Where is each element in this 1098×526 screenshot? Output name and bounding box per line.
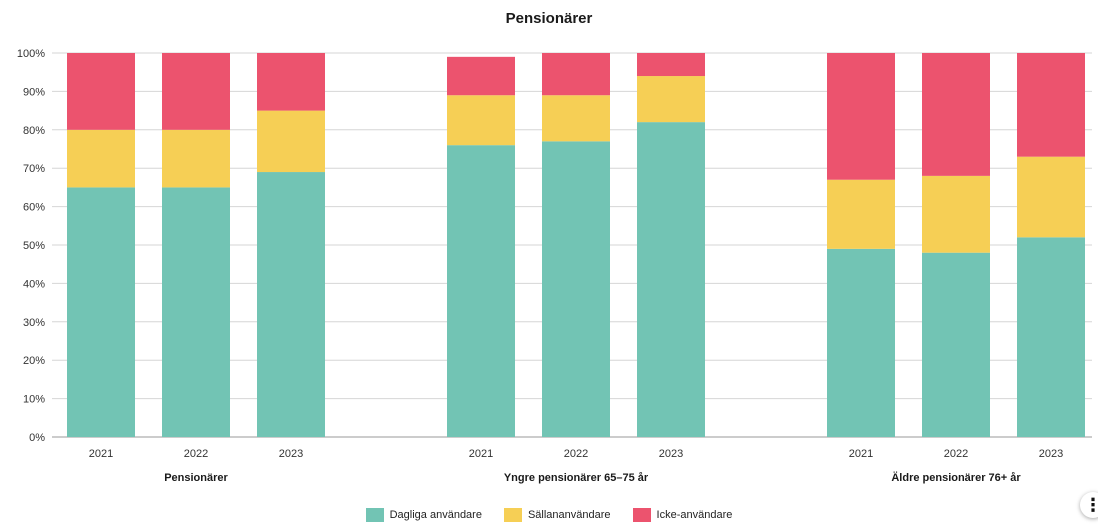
bar-segment bbox=[542, 141, 610, 437]
group-label: Pensionärer bbox=[164, 472, 228, 484]
bar-segment bbox=[542, 53, 610, 96]
bar-segment bbox=[1017, 237, 1085, 437]
legend-item-rare[interactable]: Sällananvändare bbox=[503, 508, 611, 522]
more-vertical-icon: ⋮ bbox=[1084, 495, 1098, 515]
group-label: Äldre pensionärer 76+ år bbox=[891, 471, 1021, 484]
bar-segment bbox=[827, 53, 895, 180]
bar-segment bbox=[67, 129, 135, 188]
x-tick-label: 2022 bbox=[564, 448, 588, 460]
chart-menu-button[interactable]: ⋮ bbox=[1080, 492, 1098, 518]
legend-item-daily[interactable]: Dagliga användare bbox=[365, 508, 482, 522]
bar-segment bbox=[637, 53, 705, 77]
chart-title: Pensionärer bbox=[505, 10, 593, 27]
bar-segment bbox=[257, 172, 325, 438]
y-tick-label: 50% bbox=[23, 240, 45, 252]
bar-segment bbox=[542, 95, 610, 142]
y-tick-label: 100% bbox=[17, 48, 45, 60]
legend-label-non: Icke-användare bbox=[656, 509, 733, 521]
bar-segment bbox=[162, 129, 230, 188]
legend-label-daily: Dagliga användare bbox=[389, 509, 482, 521]
y-tick-label: 0% bbox=[29, 432, 45, 444]
legend-item-non[interactable]: Icke-användare bbox=[632, 508, 733, 522]
bar-segment bbox=[1017, 53, 1085, 157]
legend-swatch-non bbox=[632, 508, 651, 522]
bar-segment bbox=[162, 53, 230, 130]
y-tick-label: 80% bbox=[23, 125, 45, 137]
x-tick-label: 2021 bbox=[849, 448, 873, 460]
y-tick-label: 40% bbox=[23, 278, 45, 290]
x-tick-label: 2021 bbox=[89, 448, 113, 460]
legend-swatch-daily bbox=[365, 508, 384, 522]
bar-segment bbox=[257, 53, 325, 111]
bar-segment bbox=[827, 179, 895, 249]
bar-segment bbox=[67, 187, 135, 437]
x-tick-label: 2022 bbox=[184, 448, 208, 460]
y-tick-label: 90% bbox=[23, 86, 45, 98]
legend-label-rare: Sällananvändare bbox=[527, 509, 611, 521]
legend-swatch-rare bbox=[503, 508, 522, 522]
x-tick-label: 2021 bbox=[469, 448, 493, 460]
legend: Dagliga användare Sällananvändare Icke-a… bbox=[0, 508, 1098, 522]
y-tick-label: 70% bbox=[23, 163, 45, 175]
group-label: Yngre pensionärer 65–75 år bbox=[504, 472, 649, 484]
bar-segment bbox=[1017, 156, 1085, 238]
bar-segment bbox=[827, 248, 895, 437]
x-tick-label: 2023 bbox=[1039, 448, 1063, 460]
bar-segment bbox=[257, 110, 325, 173]
y-tick-label: 60% bbox=[23, 202, 45, 214]
y-tick-label: 20% bbox=[23, 355, 45, 367]
y-tick-label: 10% bbox=[23, 394, 45, 406]
x-tick-label: 2023 bbox=[279, 448, 303, 460]
bar-segment bbox=[637, 122, 705, 438]
x-tick-label: 2022 bbox=[944, 448, 968, 460]
bar-segment bbox=[447, 56, 515, 96]
y-tick-label: 30% bbox=[23, 317, 45, 329]
bar-segment bbox=[447, 95, 515, 146]
bar-segment bbox=[637, 76, 705, 123]
bar-segment bbox=[447, 145, 515, 437]
bar-segment bbox=[922, 175, 990, 253]
bar-segment bbox=[922, 252, 990, 437]
bar-segment bbox=[67, 53, 135, 130]
x-tick-label: 2023 bbox=[659, 448, 683, 460]
bar-segment bbox=[162, 187, 230, 437]
bar-segment bbox=[922, 53, 990, 176]
